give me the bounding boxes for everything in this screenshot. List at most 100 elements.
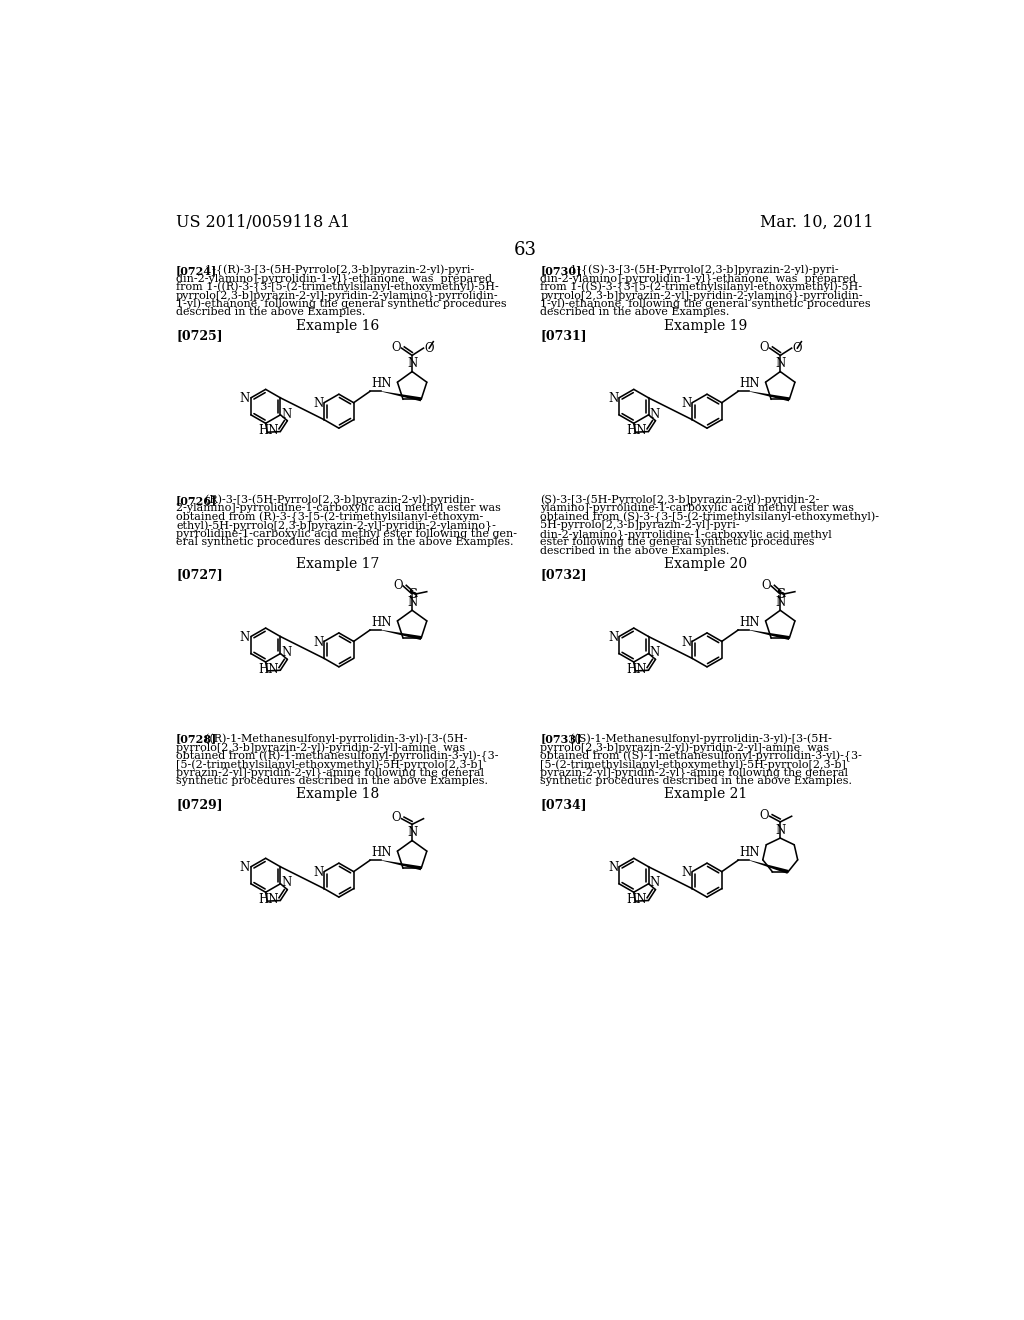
Text: N: N — [240, 392, 250, 405]
Text: [0724]: [0724] — [176, 264, 217, 276]
Text: N: N — [649, 647, 659, 659]
Polygon shape — [381, 630, 422, 640]
Text: synthetic procedures described in the above Examples.: synthetic procedures described in the ab… — [176, 776, 488, 785]
Text: N: N — [282, 876, 292, 890]
Text: N: N — [649, 408, 659, 421]
Text: pyrrolo[2,3-b]pyrazin-2-yl)-pyridin-2-yl]-amine  was: pyrrolo[2,3-b]pyrazin-2-yl)-pyridin-2-yl… — [541, 742, 829, 752]
Text: obtained from (R)-3-{3-[5-(2-trimethylsilanyl-ethoxym-: obtained from (R)-3-{3-[5-(2-trimethylsi… — [176, 512, 483, 523]
Text: (S)-3-[3-(5H-Pyrrolo[2,3-b]pyrazin-2-yl)-pyridin-2-: (S)-3-[3-(5H-Pyrrolo[2,3-b]pyrazin-2-yl)… — [541, 495, 819, 506]
Text: (R)-3-[3-(5H-Pyrrolo[2,3-b]pyrazin-2-yl)-pyridin-: (R)-3-[3-(5H-Pyrrolo[2,3-b]pyrazin-2-yl)… — [199, 495, 474, 506]
Text: pyrazin-2-yl]-pyridin-2-yl}-amine following the general: pyrazin-2-yl]-pyridin-2-yl}-amine follow… — [541, 767, 848, 779]
Text: HN: HN — [739, 846, 760, 859]
Text: N: N — [775, 595, 785, 609]
Polygon shape — [381, 861, 422, 870]
Text: HN: HN — [258, 424, 279, 437]
Text: ester following the general synthetic procedures: ester following the general synthetic pr… — [541, 537, 815, 548]
Text: S: S — [409, 587, 418, 601]
Text: [0725]: [0725] — [176, 330, 222, 342]
Text: 1-yl)-ethanone, following the general synthetic procedures: 1-yl)-ethanone, following the general sy… — [176, 298, 507, 309]
Text: N: N — [775, 356, 785, 370]
Text: described in the above Examples.: described in the above Examples. — [541, 308, 730, 317]
Text: 1-yl)-ethanone, following the general synthetic procedures: 1-yl)-ethanone, following the general sy… — [541, 298, 871, 309]
Text: din-2-ylamino]-pyrrolidin-1-yl}-ethanone  was  prepared: din-2-ylamino]-pyrrolidin-1-yl}-ethanone… — [541, 273, 856, 284]
Text: synthetic procedures described in the above Examples.: synthetic procedures described in the ab… — [541, 776, 852, 785]
Text: N: N — [313, 866, 324, 879]
Text: 1-{(S)-3-[3-(5H-Pyrrolo[2,3-b]pyrazin-2-yl)-pyri-: 1-{(S)-3-[3-(5H-Pyrrolo[2,3-b]pyrazin-2-… — [562, 264, 839, 276]
Text: [5-(2-trimethylsilanyl-ethoxymethyl)-5H-pyrrolo[2,3-b]: [5-(2-trimethylsilanyl-ethoxymethyl)-5H-… — [541, 759, 846, 770]
Text: HN: HN — [372, 376, 392, 389]
Text: ylamino]-pyrrolidine-1-carboxylic acid methyl ester was: ylamino]-pyrrolidine-1-carboxylic acid m… — [541, 503, 854, 513]
Text: [0731]: [0731] — [541, 330, 587, 342]
Text: [5-(2-trimethylsilanyl-ethoxymethyl)-5H-pyrrolo[2,3-b]: [5-(2-trimethylsilanyl-ethoxymethyl)-5H-… — [176, 759, 482, 770]
Text: Example 21: Example 21 — [664, 788, 746, 801]
Text: O: O — [761, 578, 770, 591]
Text: US 2011/0059118 A1: US 2011/0059118 A1 — [176, 214, 350, 231]
Text: obtained from ((S)-1-methanesulfonyl-pyrrolidin-3-yl)-{3-: obtained from ((S)-1-methanesulfonyl-pyr… — [541, 751, 862, 762]
Text: N: N — [681, 866, 691, 879]
Text: described in the above Examples.: described in the above Examples. — [176, 308, 366, 317]
Text: N: N — [240, 861, 250, 874]
Text: N: N — [681, 397, 691, 411]
Text: 63: 63 — [513, 240, 537, 259]
Text: obtained from (S)-3-{3-[5-(2-trimethylsilanyl-ethoxymethyl)-: obtained from (S)-3-{3-[5-(2-trimethylsi… — [541, 512, 880, 523]
Text: ((S)-1-Methanesulfonyl-pyrrolidin-3-yl)-[3-(5H-: ((S)-1-Methanesulfonyl-pyrrolidin-3-yl)-… — [562, 734, 831, 744]
Text: [0727]: [0727] — [176, 568, 223, 581]
Text: pyrrolo[2,3-b]pyrazin-2-yl]-pyridin-2-ylamino}-pyrrolidin-: pyrrolo[2,3-b]pyrazin-2-yl]-pyridin-2-yl… — [176, 290, 499, 301]
Text: HN: HN — [372, 846, 392, 859]
Text: N: N — [282, 408, 292, 421]
Text: O: O — [424, 342, 434, 355]
Polygon shape — [750, 861, 788, 874]
Text: O: O — [393, 578, 402, 591]
Text: HN: HN — [627, 424, 647, 437]
Text: N: N — [407, 595, 417, 609]
Text: HN: HN — [627, 894, 647, 907]
Text: eral synthetic procedures described in the above Examples.: eral synthetic procedures described in t… — [176, 537, 514, 548]
Text: [0729]: [0729] — [176, 799, 222, 812]
Text: Example 20: Example 20 — [664, 557, 746, 572]
Text: from 1-((S)-3-{3-[5-(2-trimethylsilanyl-ethoxymethyl)-5H-: from 1-((S)-3-{3-[5-(2-trimethylsilanyl-… — [541, 281, 862, 293]
Text: [0730]: [0730] — [541, 264, 582, 276]
Text: N: N — [313, 397, 324, 411]
Text: N: N — [608, 631, 618, 644]
Text: N: N — [649, 876, 659, 890]
Text: Mar. 10, 2011: Mar. 10, 2011 — [760, 214, 873, 231]
Text: ethyl)-5H-pyrrolo[2,3-b]pyrazin-2-yl]-pyridin-2-ylamino}-: ethyl)-5H-pyrrolo[2,3-b]pyrazin-2-yl]-py… — [176, 520, 496, 532]
Text: N: N — [282, 647, 292, 659]
Text: [0732]: [0732] — [541, 568, 587, 581]
Polygon shape — [750, 630, 790, 640]
Text: pyrazin-2-yl]-pyridin-2-yl}-amine following the general: pyrazin-2-yl]-pyridin-2-yl}-amine follow… — [176, 767, 484, 779]
Text: HN: HN — [739, 615, 760, 628]
Text: din-2-ylamino}-pyrrolidine-1-carboxylic acid methyl: din-2-ylamino}-pyrrolidine-1-carboxylic … — [541, 529, 833, 540]
Text: O: O — [391, 341, 400, 354]
Text: pyrrolidine-1-carboxylic acid methyl ester following the gen-: pyrrolidine-1-carboxylic acid methyl est… — [176, 529, 517, 539]
Text: [0733]: [0733] — [541, 734, 582, 744]
Text: 1-{(R)-3-[3-(5H-Pyrrolo[2,3-b]pyrazin-2-yl)-pyri-: 1-{(R)-3-[3-(5H-Pyrrolo[2,3-b]pyrazin-2-… — [199, 264, 474, 276]
Text: pyrrolo[2,3-b]pyrazin-2-yl)-pyridin-2-yl]-amine  was: pyrrolo[2,3-b]pyrazin-2-yl)-pyridin-2-yl… — [176, 742, 465, 752]
Text: N: N — [608, 392, 618, 405]
Text: N: N — [313, 636, 324, 648]
Text: [0726]: [0726] — [176, 495, 217, 506]
Text: HN: HN — [258, 894, 279, 907]
Text: HN: HN — [739, 376, 760, 389]
Text: O: O — [760, 341, 769, 354]
Text: din-2-ylamino]-pyrrolidin-1-yl}-ethanone  was  prepared: din-2-ylamino]-pyrrolidin-1-yl}-ethanone… — [176, 273, 493, 284]
Text: S: S — [776, 587, 785, 601]
Text: O: O — [760, 809, 769, 822]
Text: N: N — [407, 826, 417, 840]
Text: obtained from ((R)-1-methanesulfonyl-pyrrolidin-3-yl)-{3-: obtained from ((R)-1-methanesulfonyl-pyr… — [176, 751, 499, 762]
Text: N: N — [608, 861, 618, 874]
Text: [0734]: [0734] — [541, 799, 587, 812]
Text: Example 19: Example 19 — [664, 318, 746, 333]
Text: pyrrolo[2,3-b]pyrazin-2-yl]-pyridin-2-ylamino}-pyrrolidin-: pyrrolo[2,3-b]pyrazin-2-yl]-pyridin-2-yl… — [541, 290, 863, 301]
Text: 5H-pyrrolo[2,3-b]pyrazin-2-yl]-pyri-: 5H-pyrrolo[2,3-b]pyrazin-2-yl]-pyri- — [541, 520, 740, 531]
Text: O: O — [793, 342, 802, 355]
Text: N: N — [407, 356, 417, 370]
Text: 2-ylamino]-pyrrolidine-1-carboxylic acid methyl ester was: 2-ylamino]-pyrrolidine-1-carboxylic acid… — [176, 503, 501, 513]
Text: described in the above Examples.: described in the above Examples. — [541, 545, 730, 556]
Text: N: N — [775, 824, 785, 837]
Text: ((R)-1-Methanesulfonyl-pyrrolidin-3-yl)-[3-(5H-: ((R)-1-Methanesulfonyl-pyrrolidin-3-yl)-… — [199, 734, 468, 744]
Text: HN: HN — [372, 615, 392, 628]
Polygon shape — [750, 391, 790, 401]
Text: [0728]: [0728] — [176, 734, 217, 744]
Text: N: N — [681, 636, 691, 648]
